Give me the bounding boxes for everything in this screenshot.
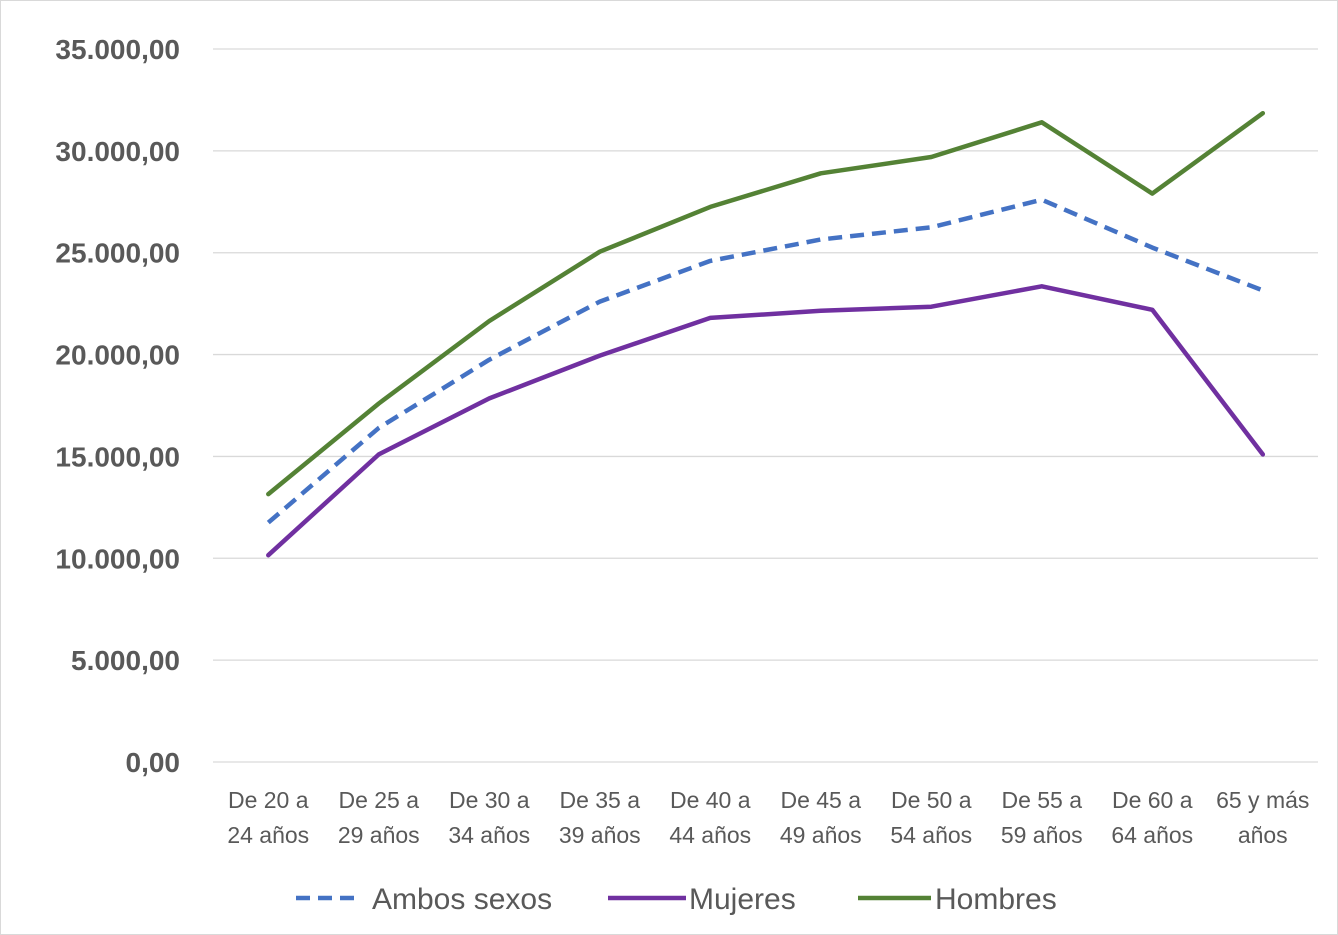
y-tick-label: 0,00: [126, 747, 181, 778]
x-tick-label: 54 años: [890, 822, 972, 848]
x-tick-label: 24 años: [227, 822, 309, 848]
series-lines: [266, 110, 1266, 558]
legend-label: Mujeres: [689, 883, 796, 916]
y-tick-label: 15.000,00: [55, 441, 180, 472]
legend-item: Hombres: [858, 883, 1057, 916]
x-tick-label: De 55 a: [1001, 787, 1082, 813]
x-axis-tick-labels: De 20 a 24 años De 25 a 29 años De 30 a 34 añ…: [227, 787, 1309, 848]
y-tick-label: 20.000,00: [55, 340, 180, 371]
x-tick-label: 49 años: [780, 822, 862, 848]
x-tick-label: De 45 a: [780, 787, 861, 813]
series-line-ambos-sexos: [266, 197, 1264, 525]
x-tick-label: 59 años: [1001, 822, 1083, 848]
y-tick-label: 35.000,00: [55, 34, 180, 65]
x-tick-label: De 30 a: [449, 787, 530, 813]
gridlines: [213, 48, 1318, 763]
y-tick-label: 10.000,00: [55, 543, 180, 574]
y-tick-label: 25.000,00: [55, 238, 180, 269]
x-tick-label: 64 años: [1111, 822, 1193, 848]
y-axis-tick-labels: 0,00 5.000,00 10.000,00 15.000,00 20.000,00 2…: [55, 34, 180, 778]
legend-label: Hombres: [935, 883, 1057, 916]
y-tick-label: 5.000,00: [71, 645, 180, 676]
x-tick-label: 34 años: [448, 822, 530, 848]
legend-label: Ambos sexos: [372, 883, 552, 916]
series-line-hombres: [266, 110, 1266, 497]
legend: Ambos sexos Mujeres Hombres: [296, 883, 1057, 916]
x-tick-label: De 40 a: [670, 787, 751, 813]
x-tick-label: 39 años: [559, 822, 641, 848]
y-tick-label: 30.000,00: [55, 136, 180, 167]
x-tick-label: 44 años: [669, 822, 751, 848]
legend-item: Mujeres: [608, 883, 796, 916]
x-tick-label: De 60 a: [1112, 787, 1193, 813]
legend-item: Ambos sexos: [296, 883, 552, 916]
x-tick-label: De 20 a: [228, 787, 309, 813]
series-line-mujeres: [266, 284, 1266, 558]
x-tick-label: 65 y más: [1216, 787, 1309, 813]
x-tick-label: años: [1238, 822, 1288, 848]
x-tick-label: De 50 a: [891, 787, 972, 813]
x-tick-label: 29 años: [338, 822, 420, 848]
x-tick-label: De 25 a: [338, 787, 419, 813]
x-tick-label: De 35 a: [559, 787, 640, 813]
